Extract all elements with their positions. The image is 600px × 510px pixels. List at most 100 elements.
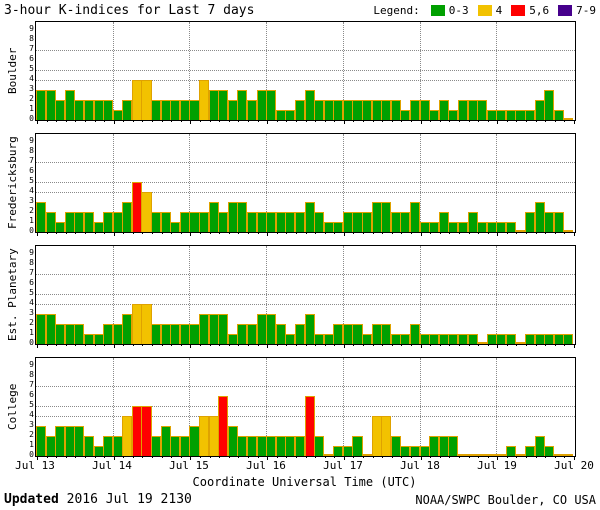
- hour-tick: [209, 456, 211, 458]
- panel-est-planetary: Est. Planetary 0 1 2 3 4 5 6 7 8 9: [6, 245, 576, 348]
- hour-tick: [219, 344, 221, 346]
- hour-tick: [161, 232, 163, 234]
- legend-item-4: 4: [477, 4, 502, 17]
- hour-tick: [516, 120, 518, 122]
- hour-tick: [449, 232, 451, 234]
- k-bar: [496, 454, 507, 456]
- k-bar: [381, 202, 392, 232]
- hour-tick: [238, 344, 240, 346]
- k-bar: [467, 212, 478, 232]
- hour-tick: [295, 120, 297, 122]
- hour-tick: [132, 344, 134, 346]
- k-bar: [227, 334, 238, 344]
- k-bar: [304, 396, 315, 456]
- k-bar: [141, 304, 152, 344]
- day-gridline: [189, 134, 191, 232]
- h-gridline-k5: [36, 294, 575, 295]
- k-bar: [246, 100, 258, 120]
- k-bar: [151, 436, 162, 456]
- k-bar: [36, 314, 47, 344]
- k-bar: [553, 454, 564, 456]
- k-bar: [477, 454, 488, 456]
- hour-tick: [468, 120, 470, 122]
- day-tick: [267, 344, 269, 348]
- k-bar: [390, 334, 401, 344]
- k-bar: [505, 446, 516, 456]
- k-bar: [534, 436, 545, 456]
- k-bar: [64, 212, 75, 232]
- k-bar: [371, 416, 382, 456]
- hour-tick: [334, 344, 336, 346]
- k-bar: [103, 100, 114, 120]
- y-tick-label: 3: [29, 84, 34, 93]
- hour-tick: [219, 232, 221, 234]
- hour-tick: [209, 232, 211, 234]
- hour-tick: [247, 344, 249, 346]
- hour-tick: [180, 344, 182, 346]
- hour-tick: [75, 120, 77, 122]
- k-bar: [294, 436, 305, 456]
- k-bar: [477, 342, 488, 344]
- hour-tick: [65, 456, 67, 458]
- k-bar: [64, 426, 75, 456]
- k-bar: [83, 436, 95, 456]
- hour-tick: [247, 232, 249, 234]
- k-bar: [294, 324, 305, 344]
- panel-label-fredericksburg: Fredericksburg: [6, 136, 19, 230]
- hour-tick: [123, 344, 125, 346]
- hour-tick: [219, 456, 221, 458]
- day-tick: [497, 344, 499, 348]
- y-tick-label: 6: [29, 390, 34, 399]
- k-bar: [275, 436, 286, 456]
- hour-tick: [372, 456, 374, 458]
- day-tick: [37, 344, 38, 348]
- y-tick-label: 0: [29, 114, 34, 123]
- day-gridline: [266, 246, 268, 344]
- updated-value: 2016 Jul 19 2130: [66, 492, 192, 507]
- day-tick: [113, 232, 115, 236]
- k-bar: [64, 324, 75, 344]
- hour-tick: [219, 120, 221, 122]
- y-tick-label: 9: [29, 136, 34, 145]
- k-bar: [55, 324, 66, 344]
- k-bar: [189, 100, 200, 120]
- k-bar: [74, 324, 85, 344]
- k-bar: [381, 100, 392, 120]
- k-bar: [266, 90, 277, 120]
- k-bar: [333, 446, 344, 456]
- k-bar: [170, 100, 181, 120]
- k-bar: [525, 446, 536, 456]
- k-bar: [342, 446, 353, 456]
- k-bar: [544, 334, 555, 344]
- day-tick: [267, 120, 269, 124]
- k-bar: [122, 314, 133, 344]
- hour-tick: [257, 120, 259, 122]
- day-tick: [190, 456, 192, 460]
- day-gridline: [419, 134, 421, 232]
- k-bar: [352, 212, 363, 232]
- day-gridline: [266, 22, 268, 120]
- x-tick-label: Jul 15: [169, 459, 209, 472]
- hour-tick: [487, 120, 489, 122]
- k-bar: [45, 212, 56, 232]
- hour-tick: [564, 456, 566, 458]
- k-bar: [314, 100, 325, 120]
- k-bar: [362, 100, 373, 120]
- k-bar: [371, 324, 382, 344]
- day-gridline: [266, 358, 268, 456]
- h-gridline-k4: [36, 304, 575, 305]
- hour-tick: [295, 344, 297, 346]
- panel-label-college: College: [6, 383, 19, 431]
- day-tick: [190, 344, 192, 348]
- hour-tick: [315, 232, 317, 234]
- day-tick: [37, 456, 38, 460]
- k-bar: [131, 304, 142, 344]
- k-bar: [208, 90, 219, 120]
- hour-tick: [152, 456, 154, 458]
- k-bar: [457, 334, 468, 344]
- hour-tick: [75, 344, 77, 346]
- hour-tick: [46, 232, 48, 234]
- y-tick-label: 7: [29, 156, 34, 165]
- hour-tick: [200, 120, 202, 122]
- legend-label: Legend:: [373, 4, 420, 17]
